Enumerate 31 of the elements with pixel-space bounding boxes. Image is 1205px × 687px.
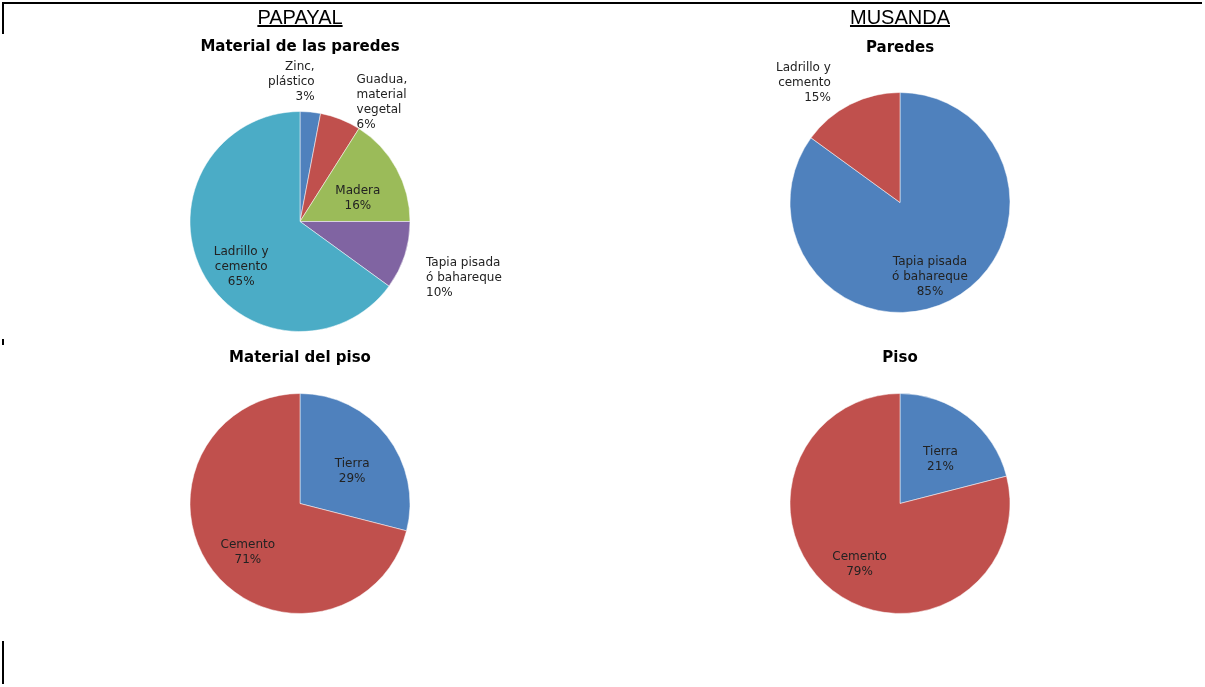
- data-label: 16%: [344, 197, 372, 212]
- slice-label: Tapia pisada ó bahareque: [425, 255, 502, 285]
- slice-label: Tierra: [922, 444, 958, 459]
- pie-slice: [789, 92, 1011, 313]
- slice-label: Zinc, plástico: [268, 59, 315, 89]
- pie-slice: [789, 393, 1011, 614]
- slice-label: Cemento: [220, 536, 276, 551]
- data-label: 15%: [804, 89, 831, 104]
- chart-title: Paredes: [865, 37, 935, 56]
- slice-label: Madera: [335, 182, 381, 197]
- chart-title: Material de las paredes: [200, 37, 400, 56]
- pie-slice: [189, 393, 407, 614]
- text: MUSANDA: [849, 5, 951, 30]
- slice-label: Cemento: [832, 548, 887, 563]
- data-label: 6%: [356, 116, 376, 131]
- data-label: 79%: [846, 563, 873, 578]
- chart-title: Piso: [882, 348, 918, 366]
- data-label: 10%: [426, 285, 453, 300]
- slice-label: Guadua, material vegetal: [356, 71, 408, 116]
- data-label: 71%: [234, 551, 262, 566]
- data-label: 85%: [916, 284, 944, 299]
- data-label: 29%: [338, 471, 366, 486]
- slice-label: Ladrillo y cemento: [776, 59, 831, 89]
- data-label: 65%: [227, 274, 255, 289]
- slice-label: Tierra: [333, 456, 370, 471]
- slice-label: Ladrillo y cemento: [213, 244, 269, 274]
- text: PAPAYAL: [256, 5, 344, 30]
- data-label: 21%: [927, 459, 954, 474]
- data-label: 3%: [295, 89, 315, 104]
- slice-label: Tapia pisada ó bahareque: [891, 254, 968, 284]
- chart-title: Material del piso: [229, 348, 371, 366]
